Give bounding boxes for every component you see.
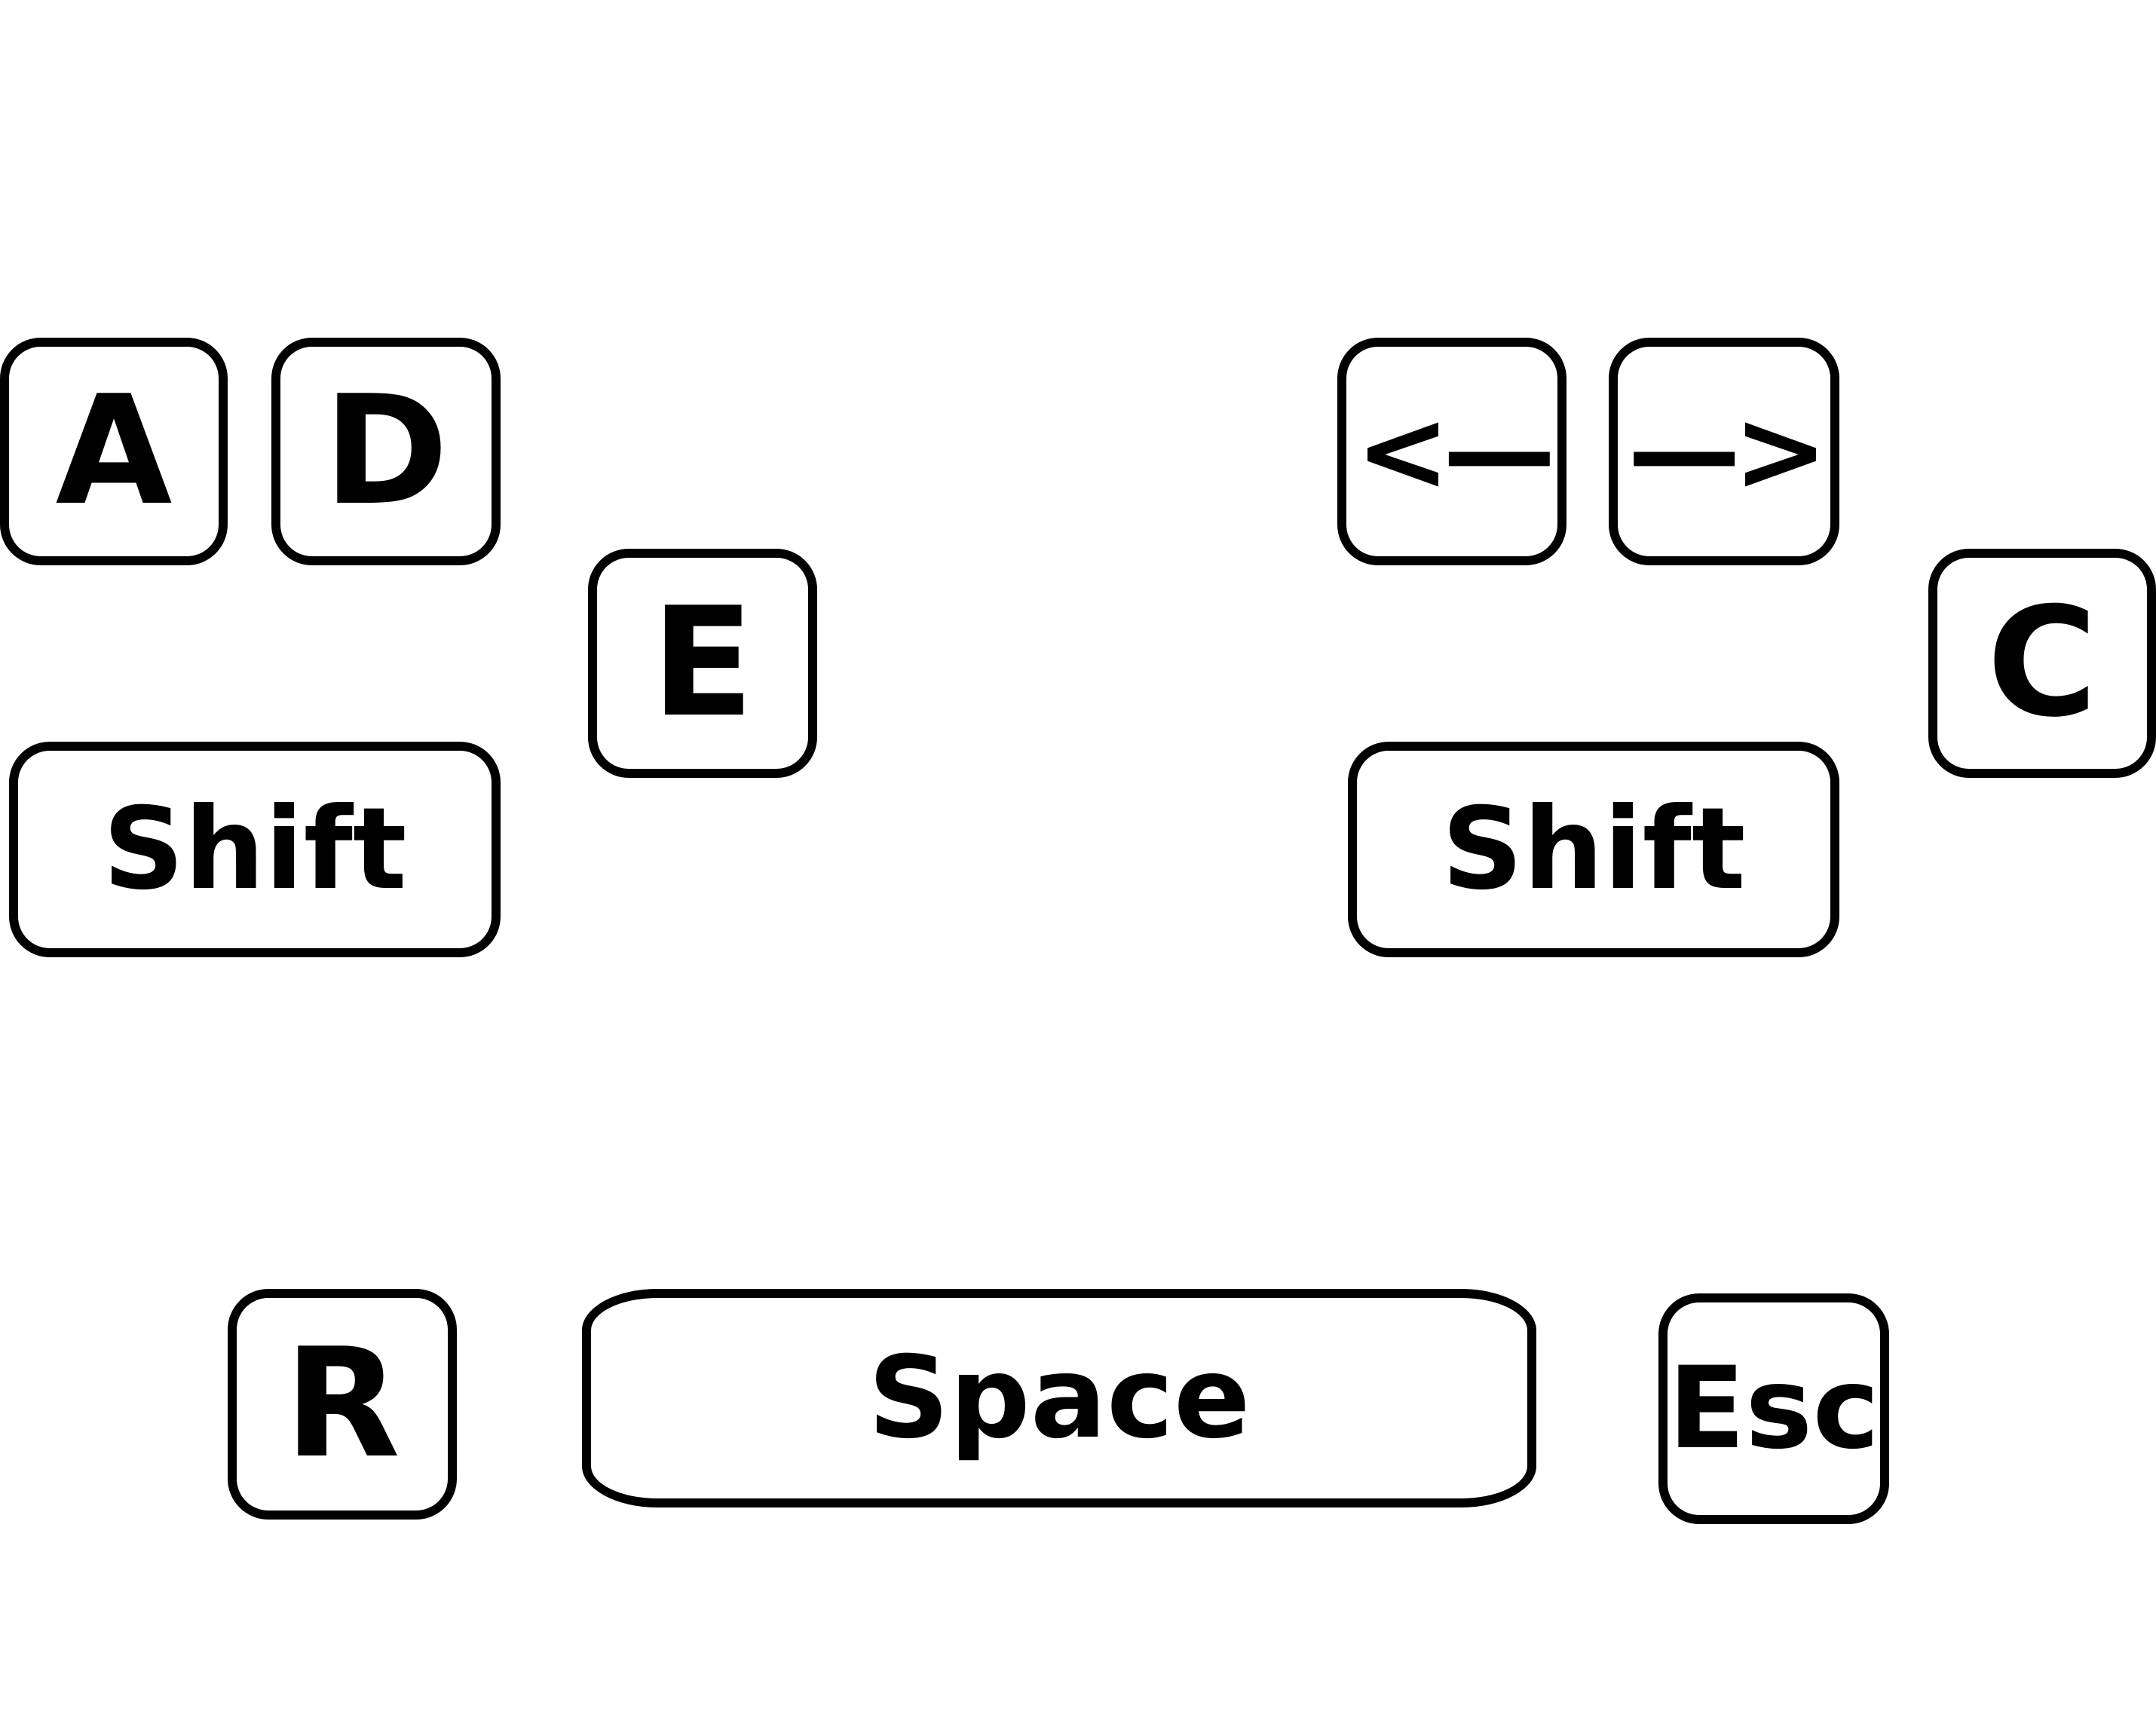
key-a[interactable]: A — [0, 338, 228, 565]
key-c-label: C — [1986, 575, 2098, 751]
key-e-label: E — [651, 575, 755, 751]
right-arrow-icon: —> — [1628, 386, 1828, 517]
key-a-label: A — [55, 363, 173, 539]
key-space[interactable]: Space — [582, 1289, 1536, 1507]
key-d[interactable]: D — [271, 338, 501, 565]
key-e[interactable]: E — [588, 549, 817, 778]
key-r[interactable]: R — [228, 1289, 457, 1520]
key-esc[interactable]: Esc — [1658, 1293, 1889, 1524]
key-c[interactable]: C — [1928, 549, 2156, 778]
key-right-arrow[interactable]: —> — [1609, 338, 1839, 565]
key-shift-left-label: Shift — [103, 784, 407, 915]
key-d-label: D — [323, 363, 449, 539]
key-shift-right-label: Shift — [1441, 784, 1746, 915]
key-left-arrow[interactable]: <— — [1337, 338, 1566, 565]
key-shift-left[interactable]: Shift — [9, 742, 501, 957]
key-shift-right[interactable]: Shift — [1348, 742, 1839, 957]
left-arrow-icon: <— — [1355, 386, 1556, 517]
key-esc-label: Esc — [1668, 1343, 1880, 1474]
key-r-label: R — [283, 1316, 400, 1492]
key-space-label: Space — [868, 1333, 1251, 1464]
